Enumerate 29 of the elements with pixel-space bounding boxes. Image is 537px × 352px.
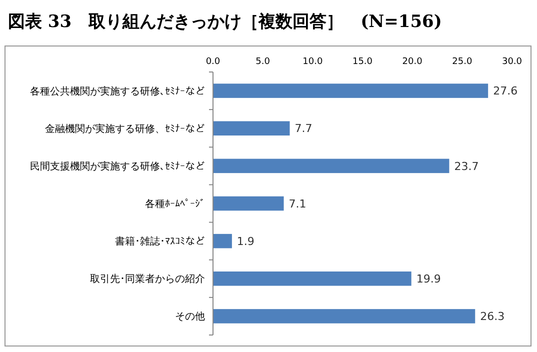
y-tick-label: 取引先･同業者からの紹介 — [90, 273, 205, 286]
y-tick-label: 書籍･雑誌･ﾏｽｺﾐなど — [115, 236, 205, 248]
data-label: 7.7 — [294, 122, 312, 136]
y-tick-label: その他 — [175, 310, 205, 323]
x-tick-label: 25.0 — [452, 57, 472, 67]
y-tick-label: 金融機関が実施する研修、ｾﾐﾅｰなど — [45, 122, 205, 135]
bar — [213, 272, 412, 286]
y-tick-label: 民間支援機関が実施する研修､ｾﾐﾅｰなど — [30, 160, 205, 172]
x-tick-label: 0.0 — [206, 57, 220, 67]
x-tick-label: 30.0 — [502, 57, 522, 67]
bar — [213, 309, 476, 324]
bar — [213, 234, 232, 248]
data-label: 19.9 — [416, 272, 441, 286]
x-tick-label: 20.0 — [402, 57, 423, 67]
bar — [213, 84, 488, 98]
x-tick-label: 5.0 — [256, 57, 270, 67]
bar — [213, 196, 284, 211]
x-tick-label: 10.0 — [302, 57, 323, 67]
data-label: 7.1 — [288, 197, 306, 210]
data-label: 1.9 — [236, 234, 254, 248]
y-tick-label: 各種公共機関が実施する研修､ｾﾐﾅｰなど — [30, 85, 205, 98]
y-tick-label: 各種ﾎｰﾑﾍﾟｰｼﾞ — [145, 198, 205, 210]
chart-title: 図表 33 取り組んだきっかけ［複数回答］ (N=156) — [8, 12, 442, 32]
data-label: 23.7 — [454, 160, 479, 173]
bar — [213, 121, 290, 136]
bar — [213, 158, 450, 174]
x-tick-label: 15.0 — [352, 57, 373, 67]
data-label: 27.6 — [493, 84, 518, 98]
data-label: 26.3 — [480, 310, 505, 324]
